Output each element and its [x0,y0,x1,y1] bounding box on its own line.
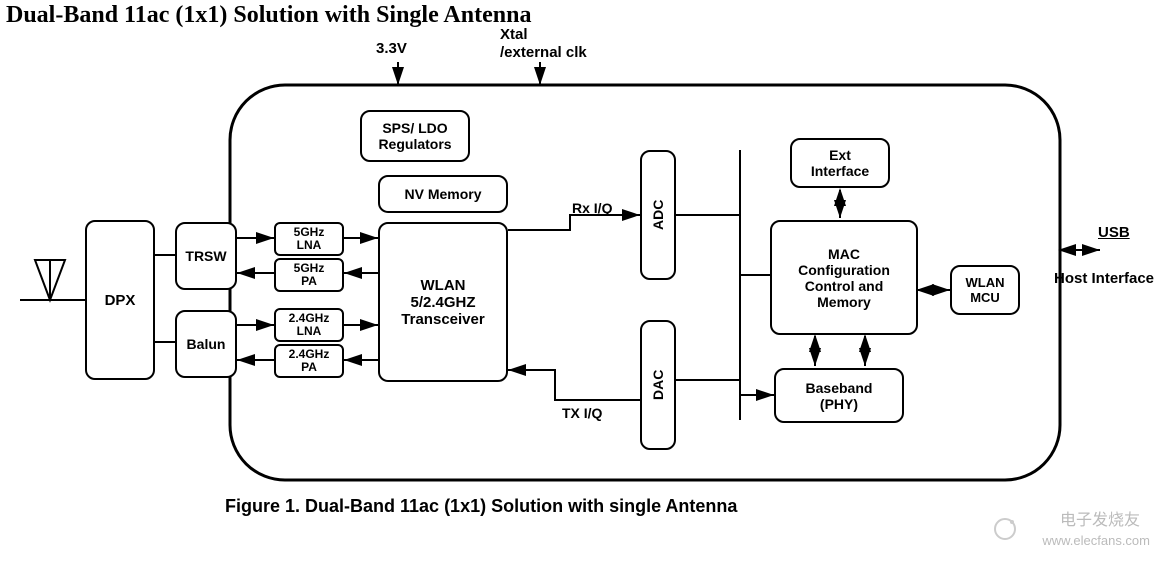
label-xtal: Xtal /external clk [500,26,587,62]
block-24ghz-pa: 2.4GHz PA [274,344,344,378]
label-xtal-l1: Xtal [500,26,528,43]
block-5ghz-lna: 5GHz LNA [274,222,344,256]
block-adc: ADC [640,150,676,280]
block-sps-ldo: SPS/ LDO Regulators [360,110,470,162]
block-phy: Baseband (PHY) [774,368,904,423]
figure-caption: Figure 1. Dual-Band 11ac (1x1) Solution … [225,496,737,517]
block-transceiver: WLAN 5/2.4GHZ Transceiver [378,222,508,382]
block-5ghz-pa: 5GHz PA [274,258,344,292]
watermark-cn: 电子发烧友 [1060,506,1140,530]
label-tx-iq: TX I/Q [562,405,602,422]
label-3v3: 3.3V [376,40,407,58]
watermark-site: www.elecfans.com [1042,533,1150,548]
block-dac: DAC [640,320,676,450]
block-dpx: DPX [85,220,155,380]
block-mac: MAC Configuration Control and Memory [770,220,918,335]
watermark-icon [990,514,1020,544]
block-nv-memory: NV Memory [378,175,508,213]
label-xtal-l2: /external clk [500,44,587,61]
block-balun: Balun [175,310,237,378]
label-rx-iq: Rx I/Q [572,200,612,217]
block-mcu: WLAN MCU [950,265,1020,315]
label-usb: USB [1098,224,1130,242]
block-ext-interface: Ext Interface [790,138,890,188]
label-host-interface: Host Interface [1054,270,1154,288]
block-24ghz-lna: 2.4GHz LNA [274,308,344,342]
page-title: Dual-Band 11ac (1x1) Solution with Singl… [6,2,531,29]
block-trsw: TRSW [175,222,237,290]
